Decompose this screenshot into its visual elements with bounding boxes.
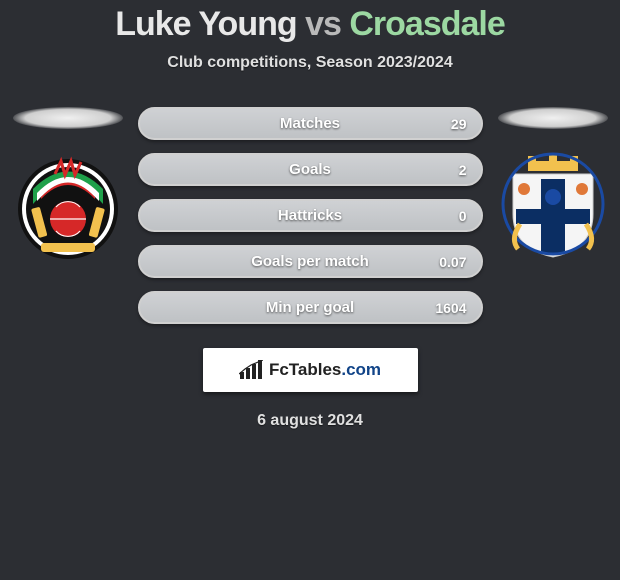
stat-label: Min per goal bbox=[266, 299, 354, 316]
player1-column bbox=[8, 107, 128, 259]
stat-label: Goals per match bbox=[251, 253, 369, 270]
stat-value-right: 1604 bbox=[435, 300, 466, 316]
title-player1: Luke Young bbox=[115, 5, 296, 43]
watermark-name: FcTables bbox=[269, 360, 341, 379]
subtitle: Club competitions, Season 2023/2024 bbox=[0, 54, 620, 72]
watermark: FcTables.com bbox=[203, 348, 418, 392]
watermark-suffix: .com bbox=[341, 360, 381, 379]
stat-label: Hattricks bbox=[278, 207, 342, 224]
avatar-placeholder bbox=[13, 107, 123, 129]
comparison-card: Luke Young vs Croasdale Club competition… bbox=[0, 0, 620, 580]
stat-pill: Hattricks 0 bbox=[138, 199, 483, 232]
bar-chart-icon bbox=[239, 360, 263, 380]
stat-value-right: 29 bbox=[451, 116, 467, 132]
stat-pill: Goals per match 0.07 bbox=[138, 245, 483, 278]
stats-column: Matches 29 Goals 2 Hattricks 0 Goals per match… bbox=[138, 107, 483, 324]
club-crest-player1 bbox=[13, 149, 123, 259]
title-player2: Croasdale bbox=[349, 5, 504, 43]
stat-label: Matches bbox=[280, 115, 340, 132]
stat-label: Goals bbox=[289, 161, 331, 178]
stat-value-right: 0.07 bbox=[439, 254, 466, 270]
stat-pill: Matches 29 bbox=[138, 107, 483, 140]
watermark-text: FcTables.com bbox=[269, 360, 381, 380]
club-crest-player2 bbox=[498, 149, 608, 259]
stat-value-right: 0 bbox=[459, 208, 467, 224]
stat-value-right: 2 bbox=[459, 162, 467, 178]
page-title: Luke Young vs Croasdale bbox=[0, 5, 620, 44]
title-vs: vs bbox=[305, 5, 341, 43]
stat-pill: Goals 2 bbox=[138, 153, 483, 186]
date-label: 6 august 2024 bbox=[0, 412, 620, 430]
stat-pill: Min per goal 1604 bbox=[138, 291, 483, 324]
player2-column bbox=[493, 107, 613, 259]
main-row: Matches 29 Goals 2 Hattricks 0 Goals per match… bbox=[0, 107, 620, 324]
avatar-placeholder bbox=[498, 107, 608, 129]
